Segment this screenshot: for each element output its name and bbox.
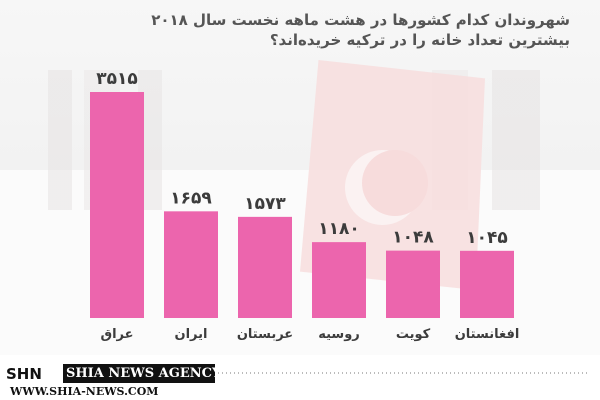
value-label-3: ۱۱۸۰: [318, 219, 360, 239]
value-label-4: ۱۰۴۸: [392, 228, 434, 248]
footer-divider: [218, 372, 588, 374]
bars-group: ۳۵۱۵ عراق ۱۶۵۹ ایران ۱۵۷۳ عربستان ۱۱۸۰ روسیه ۱۰۴…: [90, 69, 519, 342]
value-label-0: ۳۵۱۵: [96, 69, 138, 89]
bar-5: [460, 250, 514, 318]
bar-3: [312, 242, 366, 318]
bar-2: [238, 216, 292, 318]
value-label-5: ۱۰۴۵: [466, 228, 508, 248]
chart-title-line1: شهروندان کدام کشورها در هشت ماهه نخست سا…: [151, 11, 570, 29]
bar-0: [90, 92, 144, 318]
shn-logo: SHN: [6, 365, 42, 383]
agency-name-box: [63, 364, 215, 383]
category-label-4: کویت: [396, 327, 431, 342]
website-url: WWW.SHIA-NEWS.COM: [10, 385, 159, 398]
category-label-0: عراق: [100, 327, 133, 342]
category-label-3: روسیه: [318, 327, 360, 342]
background-photo: [0, 0, 600, 290]
category-label-1: ایران: [175, 327, 208, 342]
chart-title-line2: بیشترین تعداد خانه را در ترکیه خریده‌اند…: [269, 31, 570, 49]
bar-4: [386, 250, 440, 318]
value-label-2: ۱۵۷۳: [244, 194, 286, 214]
value-label-1: ۱۶۵۹: [170, 188, 212, 208]
bar-1: [164, 211, 218, 318]
category-label-2: عربستان: [237, 327, 293, 342]
flag-crescent-cutout: [362, 150, 428, 216]
category-label-5: افغانستان: [455, 327, 520, 342]
agency-name: SHIA NEWS AGENCY: [66, 366, 222, 381]
